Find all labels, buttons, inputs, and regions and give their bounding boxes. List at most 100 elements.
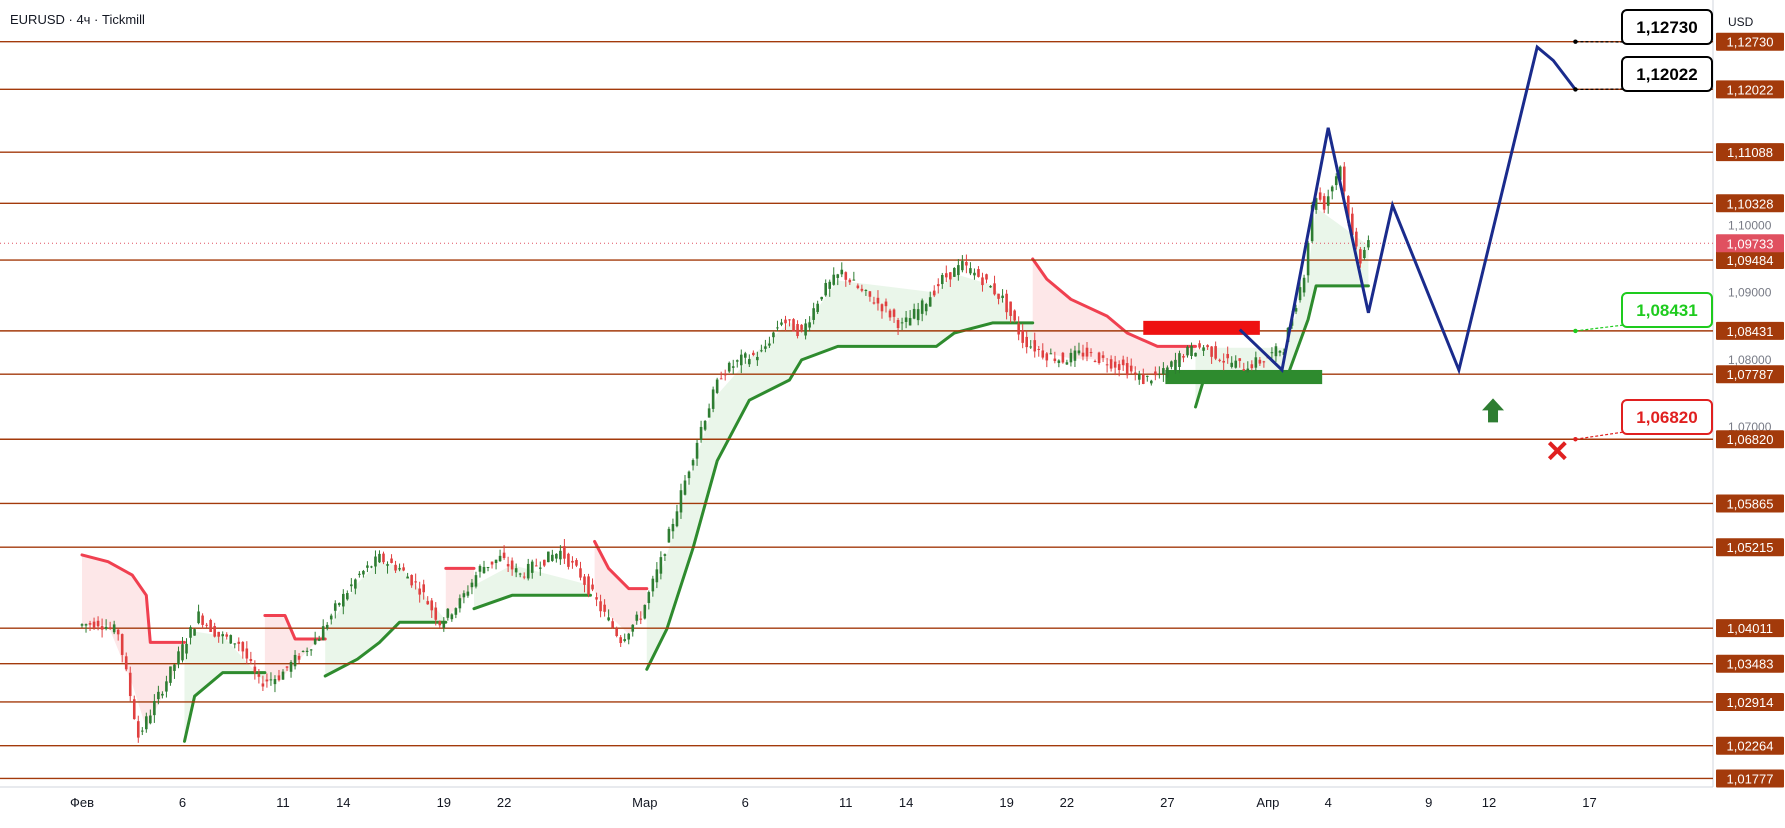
candle-body[interactable] (913, 309, 916, 319)
candle-body[interactable] (676, 511, 679, 526)
candle-body[interactable] (684, 481, 687, 495)
candle-body[interactable] (720, 378, 723, 379)
candle-body[interactable] (949, 272, 952, 279)
candle-body[interactable] (1126, 363, 1129, 375)
candle-body[interactable] (925, 304, 928, 311)
candle-body[interactable] (784, 320, 787, 324)
candle-body[interactable] (487, 567, 490, 568)
candle-body[interactable] (1182, 356, 1185, 358)
candle-body[interactable] (1367, 240, 1370, 247)
candle-body[interactable] (1263, 361, 1266, 362)
candle-body[interactable] (652, 579, 655, 592)
candle-body[interactable] (704, 421, 707, 430)
candle-body[interactable] (1150, 381, 1153, 384)
candle-body[interactable] (1343, 167, 1346, 192)
candle-body[interactable] (302, 651, 305, 652)
candle-body[interactable] (768, 344, 771, 346)
candle-body[interactable] (483, 567, 486, 573)
candle-body[interactable] (724, 374, 727, 375)
candle-body[interactable] (1009, 302, 1012, 316)
candle-body[interactable] (961, 261, 964, 270)
candle-body[interactable] (326, 625, 329, 629)
candle-body[interactable] (901, 322, 904, 323)
candle-body[interactable] (853, 280, 856, 281)
candle-body[interactable] (382, 554, 385, 563)
candle-body[interactable] (700, 427, 703, 440)
candle-body[interactable] (507, 564, 510, 566)
candle-body[interactable] (543, 560, 546, 566)
candle-body[interactable] (985, 274, 988, 279)
candle-body[interactable] (1005, 294, 1008, 312)
candle-body[interactable] (390, 559, 393, 563)
candle-body[interactable] (93, 622, 96, 628)
candle-body[interactable] (165, 681, 168, 691)
candle-body[interactable] (294, 655, 297, 666)
candle-body[interactable] (756, 357, 759, 360)
candle-body[interactable] (463, 593, 466, 597)
candle-body[interactable] (1271, 352, 1274, 353)
candle-body[interactable] (378, 554, 381, 562)
candle-body[interactable] (1327, 196, 1330, 205)
candle-body[interactable] (109, 627, 112, 628)
candle-body[interactable] (346, 593, 349, 599)
candle-body[interactable] (330, 616, 333, 620)
candle-body[interactable] (101, 626, 104, 630)
candle-body[interactable] (1170, 361, 1173, 366)
candle-body[interactable] (965, 262, 968, 266)
candle-body[interactable] (193, 629, 196, 635)
candle-body[interactable] (117, 630, 120, 635)
candle-body[interactable] (1230, 363, 1233, 367)
candle-body[interactable] (772, 333, 775, 338)
candle-body[interactable] (459, 598, 462, 608)
candle-body[interactable] (438, 621, 441, 625)
candle-body[interactable] (861, 289, 864, 291)
candle-body[interactable] (989, 286, 992, 287)
candle-body[interactable] (957, 265, 960, 275)
candle-body[interactable] (857, 286, 860, 289)
candle-body[interactable] (587, 576, 590, 594)
candle-body[interactable] (680, 490, 683, 512)
candle-body[interactable] (1251, 364, 1254, 368)
candle-body[interactable] (173, 665, 176, 671)
candle-body[interactable] (627, 634, 630, 640)
candle-body[interactable] (205, 625, 208, 626)
candle-body[interactable] (660, 557, 663, 574)
support-zone[interactable] (1165, 370, 1322, 384)
candle-body[interactable] (149, 716, 152, 724)
candle-body[interactable] (314, 639, 317, 644)
candle-body[interactable] (1017, 323, 1020, 334)
candle-body[interactable] (1078, 351, 1081, 354)
candle-body[interactable] (1174, 360, 1177, 371)
candle-body[interactable] (631, 625, 634, 632)
candle-body[interactable] (740, 355, 743, 366)
candle-body[interactable] (447, 609, 450, 618)
candle-body[interactable] (1166, 367, 1169, 377)
candle-body[interactable] (1190, 346, 1193, 356)
candle-body[interactable] (197, 611, 200, 623)
candle-body[interactable] (1198, 343, 1201, 347)
candle-body[interactable] (696, 443, 699, 459)
candle-body[interactable] (1098, 353, 1101, 363)
candle-body[interactable] (141, 731, 144, 732)
candle-body[interactable] (623, 639, 626, 641)
candle-body[interactable] (748, 359, 751, 364)
candle-body[interactable] (519, 574, 522, 575)
candle-body[interactable] (1210, 346, 1213, 356)
candle-body[interactable] (688, 472, 691, 479)
candle-body[interactable] (877, 298, 880, 304)
candle-body[interactable] (358, 574, 361, 575)
candle-body[interactable] (1046, 353, 1049, 360)
candle-body[interactable] (242, 642, 245, 651)
candle-body[interactable] (1094, 361, 1097, 362)
candle-body[interactable] (591, 585, 594, 590)
candle-body[interactable] (1275, 346, 1278, 356)
candle-body[interactable] (145, 716, 148, 729)
candle-body[interactable] (161, 694, 164, 696)
candle-body[interactable] (410, 575, 413, 585)
candle-body[interactable] (310, 649, 313, 650)
candle-body[interactable] (559, 551, 562, 559)
candle-body[interactable] (97, 621, 100, 627)
candle-body[interactable] (752, 353, 755, 355)
candle-body[interactable] (937, 284, 940, 286)
